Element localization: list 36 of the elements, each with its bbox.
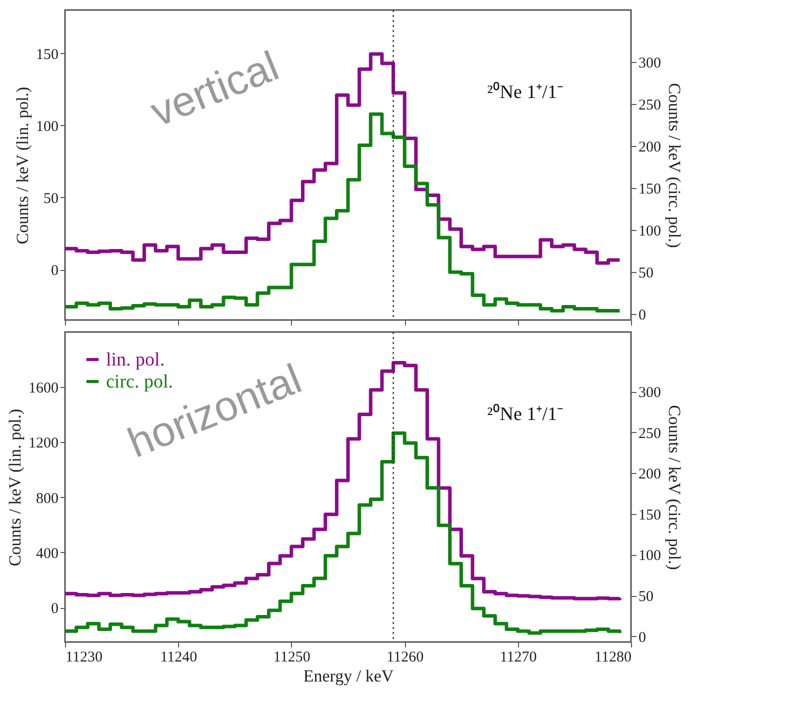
y2-tick-label: 0 (638, 630, 646, 646)
x-axis-title: Energy / keV (303, 666, 394, 686)
y-tick-label: 1600 (28, 380, 58, 397)
y-tick-label: 400 (36, 546, 58, 562)
x-tick-label: 11250 (273, 650, 310, 666)
y-axis-title: Counts / keV (lin. pol.) (6, 408, 24, 566)
y-tick-label: 1200 (28, 436, 58, 452)
y2-axis-title: Counts / keV (circ. pol.) (665, 405, 684, 570)
y-tick-label: 50 (44, 190, 58, 207)
annotation: ²⁰Ne 1⁺/1⁻ (487, 81, 563, 103)
y2-tick-label: 100 (638, 548, 661, 564)
annotation: ²⁰Ne 1⁺/1⁻ (487, 403, 563, 425)
x-tick-label: 11270 (500, 650, 537, 666)
x-tick-label: 11280 (594, 650, 632, 666)
y2-tick-label: 50 (638, 266, 654, 282)
y2-tick-label: 50 (638, 589, 654, 605)
y-tick-label: 0 (51, 263, 58, 280)
y-axis-title: Counts / keV (lin. pol.) (13, 86, 32, 244)
y2-tick-label: 200 (638, 466, 661, 483)
y2-tick-label: 300 (638, 56, 661, 72)
y2-tick-label: 200 (638, 140, 661, 156)
y-tick-label: 100 (36, 118, 58, 135)
y-tick-label: 0 (51, 601, 58, 618)
y2-tick-label: 150 (638, 182, 661, 198)
y2-tick-label: 0 (638, 308, 646, 324)
y2-tick-label: 150 (638, 507, 661, 524)
y2-tick-label: 100 (638, 224, 661, 240)
x-tick-label: 11230 (66, 650, 102, 666)
y-tick-label: 800 (36, 490, 58, 507)
y2-tick-label: 250 (638, 426, 661, 442)
x-tick-label: 11240 (160, 650, 198, 666)
y2-tick-label: 250 (638, 98, 661, 114)
x-tick-label: 11260 (386, 650, 424, 666)
y2-tick-label: 300 (638, 385, 661, 402)
y-tick-label: 150 (36, 46, 58, 63)
y2-axis-title: Counts / keV (circ. pol.) (665, 83, 684, 248)
